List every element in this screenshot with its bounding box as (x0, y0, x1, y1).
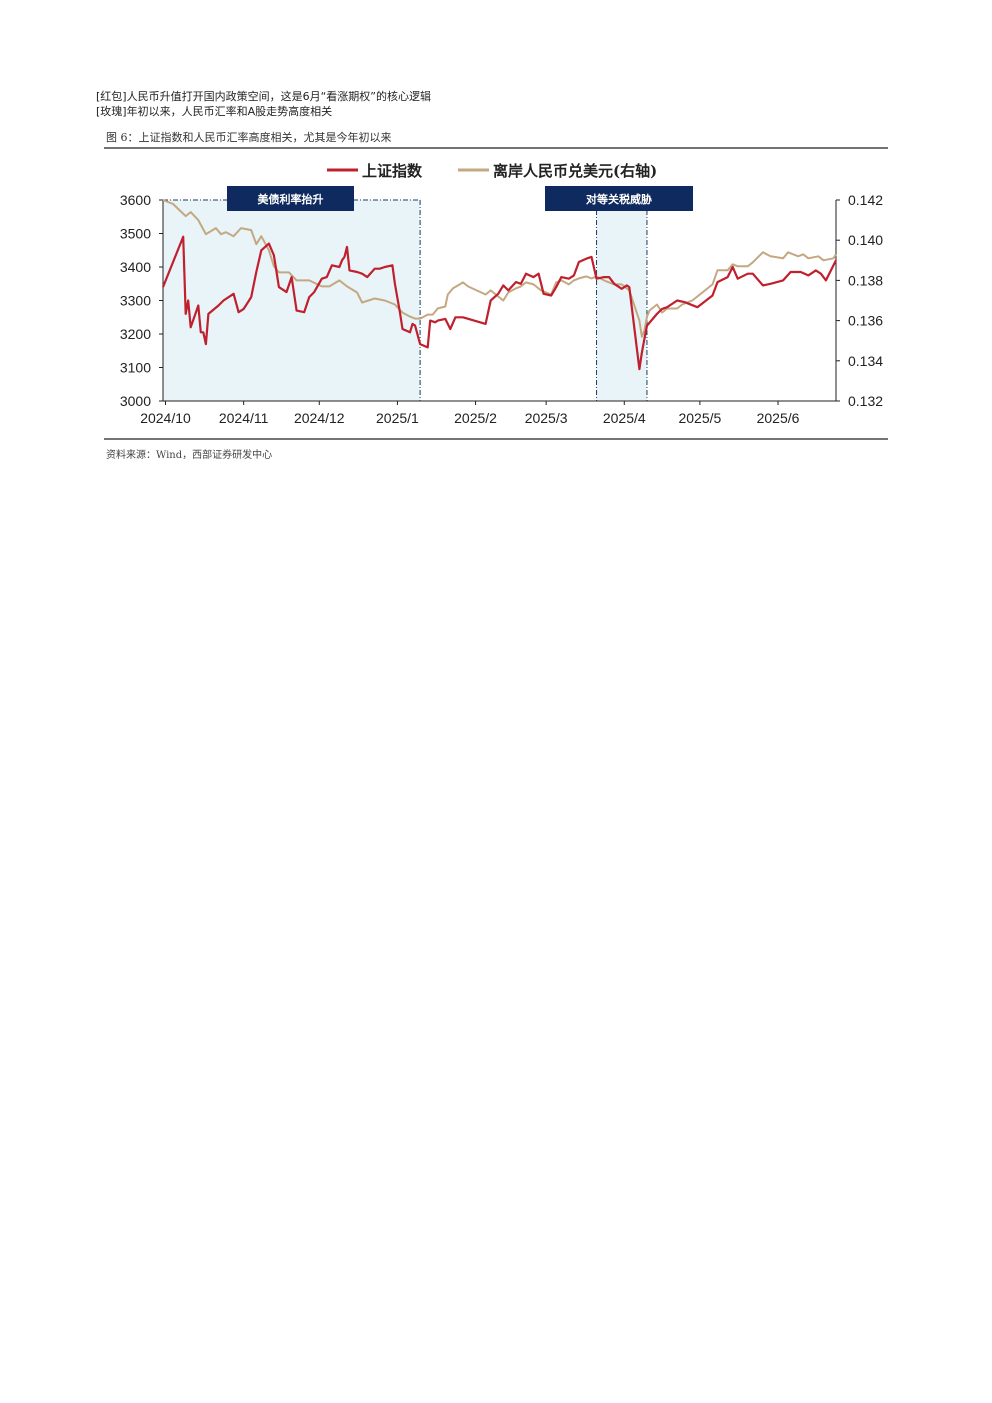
y-left-tick-label: 3500 (120, 226, 151, 242)
x-tick-label: 2025/2 (454, 410, 497, 426)
annotation-label-2: 对等关税威胁 (586, 192, 652, 206)
y-left-tick-label: 3100 (120, 360, 151, 376)
y-right-tick-label: 0.132 (848, 393, 883, 409)
y-left-tick-label: 3200 (120, 326, 151, 342)
x-tick-label: 2024/12 (294, 410, 345, 426)
y-right-tick-label: 0.136 (848, 313, 883, 329)
header-line-2: [玫瑰]年初以来，人民币汇率和A股走势高度相关 (96, 105, 333, 118)
x-tick-label: 2025/1 (376, 410, 419, 426)
header-line-1: [红包]人民币升值打开国内政策空间，这是6月“看涨期权”的核心逻辑 (96, 90, 431, 103)
annotation-label-1: 美债利率抬升 (258, 192, 324, 206)
y-right-tick-label: 0.142 (848, 192, 883, 208)
x-tick-label: 2025/6 (757, 410, 800, 426)
x-tick-label: 2024/11 (219, 410, 269, 426)
chart-svg: 美债利率抬升 对等关税威胁 3600 3500 3400 3300 3200 3100 3000… (104, 147, 888, 440)
x-tick-label: 2025/3 (525, 410, 568, 426)
y-left-tick-label: 3400 (120, 259, 151, 275)
x-tick-label: 2024/10 (140, 410, 191, 426)
figure-source: 资料来源：Wind，西部证券研发中心 (106, 450, 273, 461)
y-left-tick-label: 3000 (120, 393, 151, 409)
x-tick-label: 2025/5 (678, 410, 721, 426)
legend-label-1: 上证指数 (362, 162, 423, 180)
y-right-tick-label: 0.134 (848, 353, 883, 369)
annotation-label-box-1 (227, 186, 354, 211)
y-right-tick-label: 0.140 (848, 232, 883, 248)
x-tick-label: 2025/4 (603, 410, 646, 426)
annotation-label-box-2 (545, 186, 693, 211)
series-line-2 (162, 199, 837, 338)
y-left-tick-label: 3600 (120, 192, 151, 208)
figure-title: 图 6：上证指数和人民币汇率高度相关，尤其是今年初以来 (106, 131, 392, 144)
series-line-1 (161, 235, 837, 371)
y-right-tick-label: 0.138 (848, 272, 883, 288)
legend-label-2: 离岸人民币兑美元(右轴) (493, 162, 657, 180)
y-left-tick-label: 3300 (120, 293, 151, 309)
annotation-band-2 (596, 200, 647, 401)
